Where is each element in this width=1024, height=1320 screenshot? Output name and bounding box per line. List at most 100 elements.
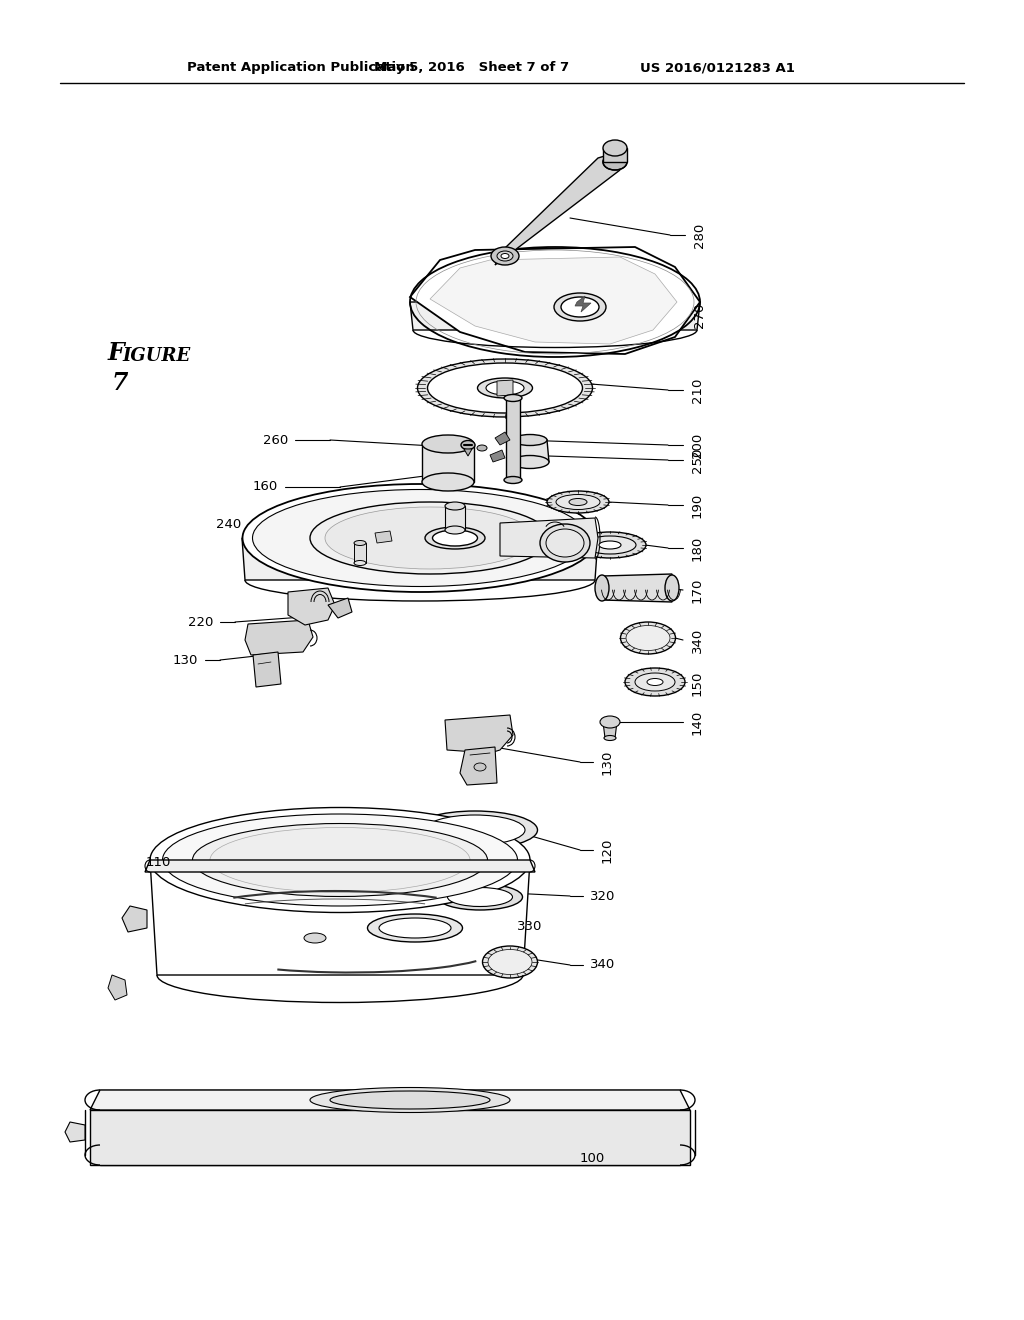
Ellipse shape [625, 668, 685, 696]
Polygon shape [375, 531, 392, 543]
Text: Patent Application Publication: Patent Application Publication [187, 62, 415, 74]
Text: 340: 340 [590, 958, 615, 972]
Ellipse shape [310, 1088, 510, 1113]
Text: 280: 280 [693, 222, 706, 248]
Ellipse shape [243, 484, 597, 591]
Ellipse shape [432, 531, 477, 546]
Polygon shape [410, 247, 700, 354]
Ellipse shape [425, 814, 525, 845]
Polygon shape [460, 747, 497, 785]
Ellipse shape [418, 359, 593, 417]
Polygon shape [288, 587, 335, 624]
Polygon shape [122, 906, 147, 932]
Ellipse shape [163, 814, 517, 906]
Ellipse shape [540, 524, 590, 562]
Polygon shape [506, 399, 520, 480]
Text: 200: 200 [691, 433, 705, 458]
Ellipse shape [584, 536, 636, 554]
Text: 270: 270 [693, 302, 706, 327]
Polygon shape [422, 444, 474, 482]
Ellipse shape [482, 946, 538, 978]
Ellipse shape [626, 626, 670, 651]
Ellipse shape [253, 490, 588, 586]
Text: 120: 120 [601, 837, 614, 863]
Polygon shape [497, 380, 513, 396]
Ellipse shape [445, 502, 465, 510]
Polygon shape [445, 715, 513, 752]
Ellipse shape [599, 541, 621, 549]
Polygon shape [464, 449, 472, 455]
Text: 240: 240 [216, 519, 241, 532]
Text: 110: 110 [145, 855, 171, 869]
Text: 260: 260 [263, 433, 288, 446]
Ellipse shape [501, 253, 509, 259]
Ellipse shape [569, 499, 587, 506]
Polygon shape [328, 598, 352, 618]
Text: F: F [108, 341, 125, 366]
Ellipse shape [437, 884, 522, 909]
Polygon shape [603, 722, 617, 738]
Ellipse shape [325, 507, 535, 569]
Ellipse shape [488, 949, 532, 974]
Text: 160: 160 [253, 480, 278, 494]
Ellipse shape [461, 441, 475, 450]
Polygon shape [602, 574, 672, 602]
Ellipse shape [477, 378, 532, 399]
Polygon shape [354, 543, 366, 564]
Text: US 2016/0121283 A1: US 2016/0121283 A1 [640, 62, 795, 74]
Polygon shape [511, 440, 549, 462]
Polygon shape [445, 506, 465, 531]
Polygon shape [495, 154, 620, 265]
Ellipse shape [354, 561, 366, 565]
Text: 330: 330 [517, 920, 543, 933]
Text: IGURE: IGURE [122, 347, 190, 366]
Text: 190: 190 [691, 492, 705, 517]
Ellipse shape [304, 933, 326, 942]
Ellipse shape [486, 381, 524, 395]
Polygon shape [245, 620, 313, 655]
Text: 100: 100 [580, 1151, 605, 1164]
Ellipse shape [595, 576, 609, 601]
Text: 140: 140 [691, 709, 705, 735]
Ellipse shape [379, 917, 451, 939]
Polygon shape [242, 539, 598, 579]
Ellipse shape [513, 434, 547, 446]
Ellipse shape [504, 395, 522, 401]
Polygon shape [410, 302, 700, 330]
Text: 180: 180 [691, 536, 705, 561]
Polygon shape [90, 1110, 690, 1166]
Ellipse shape [603, 140, 627, 156]
Ellipse shape [422, 473, 474, 491]
Polygon shape [108, 975, 127, 1001]
Ellipse shape [511, 455, 549, 469]
Ellipse shape [210, 828, 470, 892]
Ellipse shape [413, 810, 538, 849]
Ellipse shape [422, 436, 474, 453]
Ellipse shape [445, 525, 465, 535]
Polygon shape [90, 1090, 690, 1110]
Polygon shape [253, 652, 281, 686]
Text: 220: 220 [187, 615, 213, 628]
Ellipse shape [665, 576, 679, 601]
Ellipse shape [354, 540, 366, 545]
Polygon shape [150, 861, 530, 975]
Ellipse shape [556, 495, 600, 510]
Text: 250: 250 [691, 447, 705, 473]
Text: May 5, 2016   Sheet 7 of 7: May 5, 2016 Sheet 7 of 7 [374, 62, 569, 74]
Polygon shape [430, 257, 677, 345]
Text: 7: 7 [112, 371, 128, 395]
Ellipse shape [497, 251, 513, 261]
Text: 130: 130 [173, 653, 198, 667]
Ellipse shape [474, 763, 486, 771]
Ellipse shape [310, 502, 550, 574]
Text: 210: 210 [691, 378, 705, 403]
Ellipse shape [330, 1092, 490, 1109]
Ellipse shape [546, 529, 584, 557]
Ellipse shape [368, 913, 463, 942]
Ellipse shape [600, 715, 620, 729]
Polygon shape [145, 861, 535, 873]
Text: 170: 170 [691, 577, 705, 603]
Ellipse shape [621, 622, 676, 653]
Polygon shape [490, 450, 505, 462]
Polygon shape [575, 296, 591, 312]
